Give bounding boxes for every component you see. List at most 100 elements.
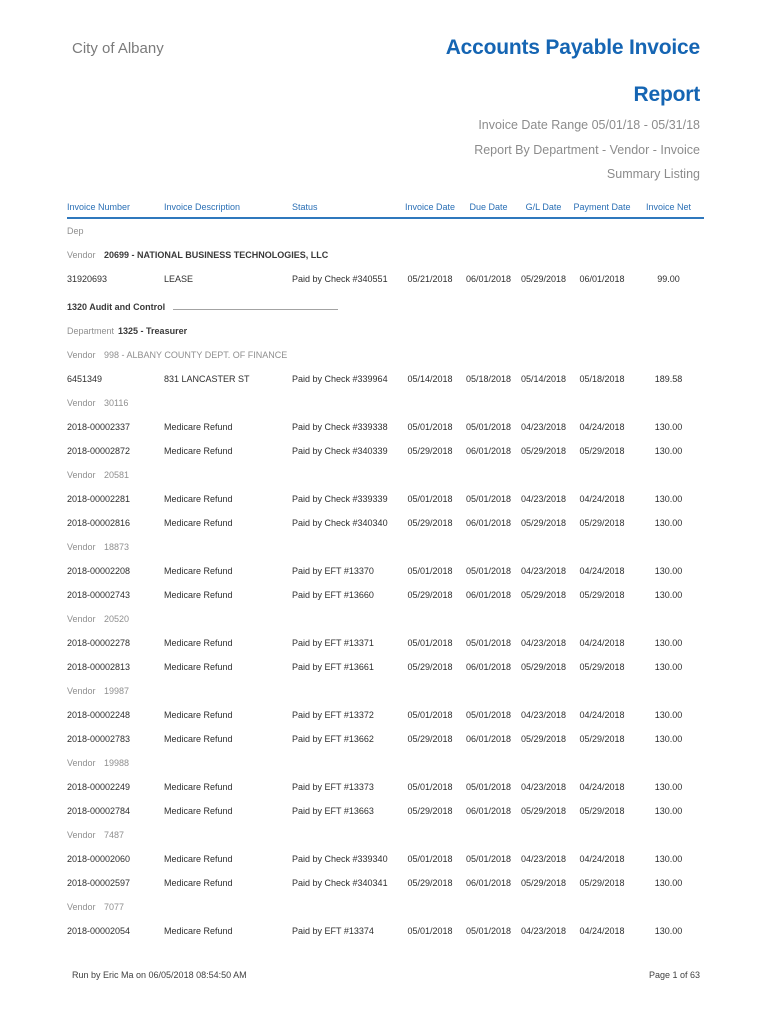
cell-invoice-net: 130.00 <box>654 734 683 744</box>
page-footer: Run by Eric Ma on 06/05/2018 08:54:50 AM… <box>72 970 700 980</box>
cell-g-l-date: 04/23/2018 <box>520 494 567 504</box>
org-name: City of Albany <box>72 40 164 57</box>
cell-invoice-number: 2018-00002208 <box>67 566 131 576</box>
cell-invoice-number: 2018-00002060 <box>67 854 131 864</box>
cell-invoice-date: 05/21/2018 <box>407 274 453 284</box>
cell-payment-date: 05/29/2018 <box>579 590 625 600</box>
vendor-row: Vendor 30116 <box>67 391 704 415</box>
cell-invoice-description: Medicare Refund <box>164 446 233 456</box>
cell-g-l-date: 05/29/2018 <box>520 590 567 600</box>
cell-invoice-net: 130.00 <box>654 710 683 720</box>
invoice-row: 2018-00002281 Medicare Refund Paid by Chec… <box>67 487 704 511</box>
vendor-value: 20520 <box>104 614 130 624</box>
cell-invoice-date: 05/01/2018 <box>407 566 453 576</box>
vendor-row: Vendor 7487 <box>67 823 704 847</box>
cell-invoice-description: Medicare Refund <box>164 494 233 504</box>
cell-due-date: 06/01/2018 <box>465 274 512 284</box>
vendor-label: Vendor <box>67 830 96 840</box>
cell-g-l-date: 04/23/2018 <box>520 926 567 936</box>
cell-invoice-date: 05/29/2018 <box>407 662 453 672</box>
cell-payment-date: 05/29/2018 <box>579 446 625 456</box>
cell-g-l-date: 05/29/2018 <box>520 662 567 672</box>
vendor-label: Vendor <box>67 398 96 408</box>
vendor-row: Vendor 7077 <box>67 895 704 919</box>
vendor-value: 19988 <box>104 758 130 768</box>
invoice-row: 2018-00002278 Medicare Refund Paid by EFT … <box>67 631 704 655</box>
cell-g-l-date: 04/23/2018 <box>520 710 567 720</box>
column-header-invoice-date: Invoice Date <box>404 202 456 212</box>
cell-invoice-description: Medicare Refund <box>164 662 233 672</box>
cell-invoice-number: 2018-00002743 <box>67 590 131 600</box>
cell-invoice-net: 130.00 <box>654 926 683 936</box>
cell-invoice-description: Medicare Refund <box>164 422 233 432</box>
cell-invoice-date: 05/01/2018 <box>407 926 453 936</box>
cell-invoice-description: Medicare Refund <box>164 806 233 816</box>
cell-payment-date: 05/29/2018 <box>579 878 625 888</box>
cell-status: Paid by EFT #13372 <box>292 710 374 720</box>
cell-status: Paid by EFT #13663 <box>292 806 374 816</box>
table-body: Dep Vendor 20699 - NATIONAL BUSINESS TECHN… <box>67 219 704 943</box>
cell-invoice-description: Medicare Refund <box>164 638 233 648</box>
cell-invoice-date: 05/01/2018 <box>407 782 453 792</box>
cell-payment-date: 05/29/2018 <box>579 518 625 528</box>
cell-payment-date: 04/24/2018 <box>579 494 625 504</box>
cell-due-date: 05/01/2018 <box>465 854 512 864</box>
cell-invoice-net: 99.00 <box>657 274 680 284</box>
cell-invoice-description: Medicare Refund <box>164 710 233 720</box>
cell-invoice-description: Medicare Refund <box>164 926 233 936</box>
cell-due-date: 06/01/2018 <box>465 734 512 744</box>
cell-payment-date: 04/24/2018 <box>579 638 625 648</box>
vendor-row: Vendor 998 - ALBANY COUNTY DEPT. OF FINAN… <box>67 343 704 367</box>
section-title: 1320 Audit and Control <box>67 302 166 312</box>
vendor-row: Vendor 20581 <box>67 463 704 487</box>
cell-invoice-date: 05/01/2018 <box>407 854 453 864</box>
invoice-row: 2018-00002743 Medicare Refund Paid by EFT … <box>67 583 704 607</box>
cell-due-date: 06/01/2018 <box>465 590 512 600</box>
vendor-label: Vendor <box>67 350 96 360</box>
cell-invoice-number: 2018-00002597 <box>67 878 131 888</box>
vendor-row: Vendor 19988 <box>67 751 704 775</box>
cell-status: Paid by EFT #13371 <box>292 638 374 648</box>
cell-invoice-net: 189.58 <box>654 374 683 384</box>
section-underline <box>173 298 339 310</box>
cell-invoice-date: 05/29/2018 <box>407 590 453 600</box>
cell-invoice-number: 2018-00002278 <box>67 638 131 648</box>
cell-due-date: 06/01/2018 <box>465 806 512 816</box>
cell-g-l-date: 04/23/2018 <box>520 422 567 432</box>
cell-payment-date: 04/24/2018 <box>579 710 625 720</box>
cell-invoice-number: 2018-00002248 <box>67 710 131 720</box>
cell-status: Paid by EFT #13662 <box>292 734 374 744</box>
department-row: Department 1325 - Treasurer <box>67 319 704 343</box>
vendor-label: Vendor <box>67 686 96 696</box>
invoice-row: 2018-00002872 Medicare Refund Paid by Chec… <box>67 439 704 463</box>
cell-due-date: 06/01/2018 <box>465 662 512 672</box>
cell-invoice-number: 2018-00002249 <box>67 782 131 792</box>
column-header-payment-date: Payment Date <box>573 202 631 212</box>
cell-invoice-net: 130.00 <box>654 806 683 816</box>
cell-due-date: 05/01/2018 <box>465 494 512 504</box>
column-header-invoice-number: Invoice Number <box>67 202 131 212</box>
vendor-value: 30116 <box>104 398 129 408</box>
vendor-value: 19987 <box>104 686 130 696</box>
invoice-row: 2018-00002249 Medicare Refund Paid by EFT … <box>67 775 704 799</box>
department-value: 1325 - Treasurer <box>118 326 188 336</box>
cell-invoice-net: 130.00 <box>654 638 683 648</box>
cell-invoice-net: 130.00 <box>654 446 683 456</box>
cell-due-date: 05/01/2018 <box>465 926 512 936</box>
invoice-row: 2018-00002054 Medicare Refund Paid by EFT … <box>67 919 704 943</box>
cell-invoice-date: 05/01/2018 <box>407 638 453 648</box>
vendor-value: 20699 - NATIONAL BUSINESS TECHNOLOGIES, … <box>104 250 329 260</box>
column-header-g-l-date: G/L Date <box>525 202 562 212</box>
cell-status: Paid by Check #340340 <box>292 518 388 528</box>
cell-g-l-date: 05/29/2018 <box>520 518 567 528</box>
cell-invoice-number: 31920693 <box>67 274 108 284</box>
cell-invoice-number: 2018-00002054 <box>67 926 131 936</box>
cell-g-l-date: 05/29/2018 <box>520 446 567 456</box>
cell-payment-date: 04/24/2018 <box>579 926 625 936</box>
cell-status: Paid by Check #340551 <box>292 274 388 284</box>
cell-invoice-date: 05/01/2018 <box>407 710 453 720</box>
invoice-row: 2018-00002783 Medicare Refund Paid by EFT … <box>67 727 704 751</box>
truncated-text: Dep <box>67 226 84 236</box>
invoice-row: 31920693 LEASE Paid by Check #340551 05/21/… <box>67 267 704 291</box>
